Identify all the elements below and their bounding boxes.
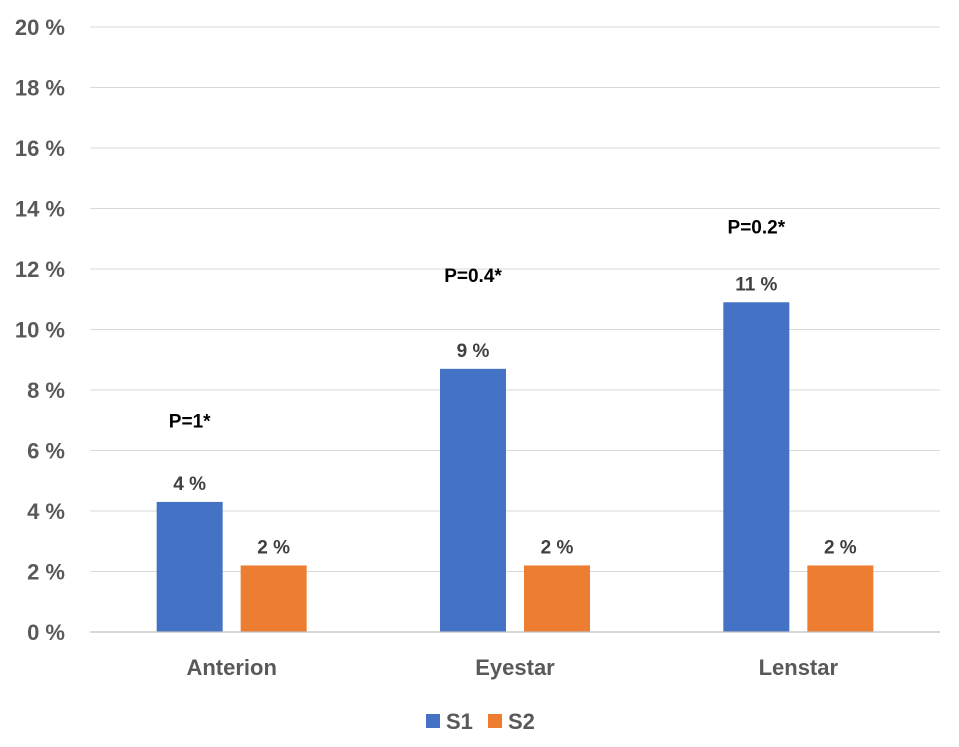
bar-s2-anterion: [240, 565, 307, 632]
data-label: 2 %: [824, 537, 857, 558]
bar-s2-lenstar: [807, 565, 874, 632]
gridlines: [90, 26, 940, 572]
bar-s1-eyestar: [440, 368, 506, 632]
x-axis: Anterion Eyestar Lenstar: [90, 631, 940, 680]
y-axis: 0 % 2 % 4 % 6 % 8 % 10 % 12 % 14 % 16 % 18 % 20 %: [15, 15, 65, 645]
p-value-annotation: P=0.4*: [444, 266, 502, 287]
data-label: 2 %: [257, 537, 290, 558]
x-category-label: Lenstar: [759, 655, 839, 680]
p-value-annotation: P=1*: [169, 411, 211, 432]
p-value-annotation: P=0.2*: [728, 218, 786, 239]
x-category-label: Eyestar: [475, 655, 555, 680]
y-tick-label: 16 %: [15, 136, 65, 161]
data-label: 11 %: [735, 274, 777, 295]
bars: [156, 302, 874, 632]
y-tick-label: 2 %: [27, 560, 65, 585]
legend: S1 S2: [426, 709, 535, 734]
data-label: 4 %: [173, 474, 206, 495]
data-label: 2 %: [541, 537, 574, 558]
bar-s1-lenstar: [723, 302, 790, 632]
legend-label-s2: S2: [508, 709, 535, 734]
y-tick-label: 18 %: [15, 76, 65, 101]
y-tick-label: 12 %: [15, 257, 65, 282]
y-tick-label: 8 %: [27, 378, 65, 403]
bar-s1-anterion: [156, 501, 223, 632]
y-tick-label: 0 %: [27, 620, 65, 645]
legend-swatch-s2: [488, 714, 502, 728]
y-tick-label: 4 %: [27, 499, 65, 524]
x-category-label: Anterion: [186, 655, 276, 680]
legend-swatch-s1: [426, 714, 440, 728]
y-tick-label: 20 %: [15, 15, 65, 40]
legend-label-s1: S1: [446, 709, 473, 734]
data-label: 9 %: [457, 341, 490, 362]
y-tick-label: 6 %: [27, 439, 65, 464]
y-tick-label: 14 %: [15, 197, 65, 222]
y-tick-label: 10 %: [15, 318, 65, 343]
data-labels: 4 % 2 % P=1* 9 % 2 % P=0.4* 11 % 2 % P=0.2*: [169, 218, 857, 559]
bar-s2-eyestar: [524, 565, 590, 632]
